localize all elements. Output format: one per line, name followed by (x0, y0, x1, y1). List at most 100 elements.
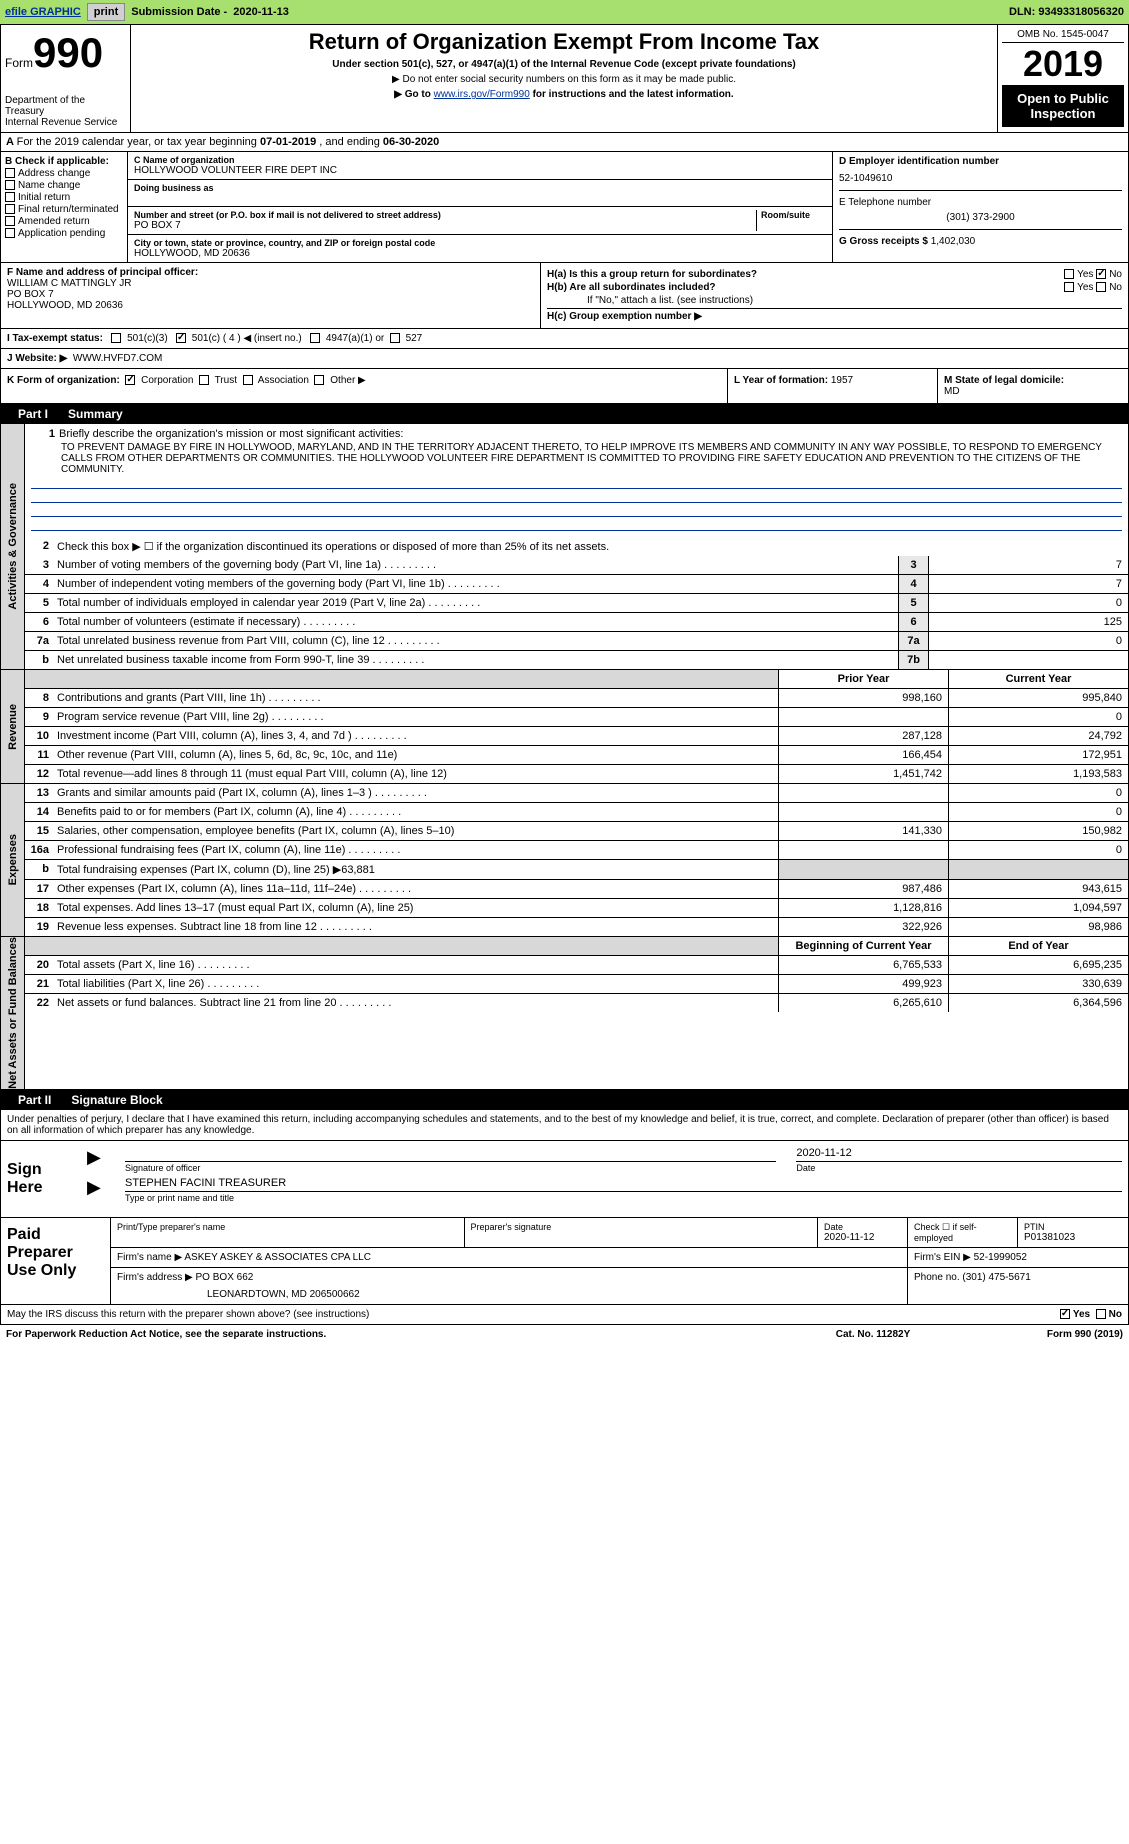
end-year-header: End of Year (948, 937, 1128, 955)
firm-name: ASKEY ASKEY & ASSOCIATES CPA LLC (184, 1252, 371, 1263)
ha-yes[interactable] (1064, 269, 1074, 279)
box-d-e-g: D Employer identification number 52-1049… (833, 152, 1128, 262)
phone-label: E Telephone number (839, 197, 1122, 208)
year-box: OMB No. 1545-0047 2019 Open to Public In… (998, 25, 1128, 132)
form-number: 990 (33, 29, 103, 76)
discuss-no[interactable] (1096, 1309, 1106, 1319)
type-name-label: Type or print name and title (125, 1191, 1122, 1203)
dept-treasury: Department of the Treasury (5, 95, 126, 117)
org-name: HOLLYWOOD VOLUNTEER FIRE DEPT INC (134, 165, 826, 176)
prior-current-header: Prior Year Current Year (25, 670, 1128, 689)
top-bar: efile GRAPHIC print Submission Date - 20… (0, 0, 1129, 24)
room-label: Room/suite (761, 210, 826, 220)
form-title: Return of Organization Exempt From Incom… (135, 29, 993, 55)
check-initial[interactable] (5, 192, 15, 202)
city-label: City or town, state or province, country… (134, 238, 826, 248)
sig-officer-label: Signature of officer (125, 1161, 776, 1173)
ha-no[interactable] (1096, 269, 1106, 279)
check-address[interactable] (5, 168, 15, 178)
blank-line (31, 517, 1122, 531)
paid-preparer-label: Paid Preparer Use Only (1, 1218, 111, 1304)
check-final[interactable] (5, 204, 15, 214)
officer-city: HOLLYWOOD, MD 20636 (7, 300, 534, 311)
header-sub1: Under section 501(c), 527, or 4947(a)(1)… (135, 59, 993, 70)
part2-tab: Part II (8, 1090, 61, 1110)
begin-year-header: Beginning of Current Year (778, 937, 948, 955)
line-1: 1Briefly describe the organization's mis… (25, 424, 1128, 442)
street: PO BOX 7 (134, 220, 756, 231)
box-h: H(a) Is this a group return for subordin… (541, 263, 1128, 328)
check-501c[interactable] (176, 333, 186, 343)
side-net-assets: Net Assets or Fund Balances (1, 937, 25, 1089)
irs-link[interactable]: www.irs.gov/Form990 (434, 89, 530, 100)
box-l: L Year of formation: 1957 (728, 369, 938, 403)
header-center: Return of Organization Exempt From Incom… (131, 25, 998, 132)
current-year-header: Current Year (948, 670, 1128, 688)
row-f-h: F Name and address of principal officer:… (0, 263, 1129, 329)
sig-date: 2020-11-12 (796, 1147, 1122, 1161)
sign-here-row: Sign Here ▶ Signature of officer 2020-11… (1, 1140, 1128, 1217)
check-amended[interactable] (5, 216, 15, 226)
side-revenue: Revenue (1, 670, 25, 783)
revenue-section: Revenue Prior Year Current Year 8Contrib… (0, 670, 1129, 784)
efile-link[interactable]: efile GRAPHIC (5, 6, 81, 18)
part1-tab: Part I (8, 404, 58, 424)
part2-header: Part II Signature Block (0, 1090, 1129, 1110)
dba-label: Doing business as (134, 183, 826, 193)
dln: DLN: 93493318056320 (1009, 6, 1124, 18)
discuss-yes[interactable] (1060, 1309, 1070, 1319)
paid-preparer-row: Paid Preparer Use Only Print/Type prepar… (1, 1217, 1128, 1304)
net-assets-section: Net Assets or Fund Balances Beginning of… (0, 937, 1129, 1090)
org-name-label: C Name of organization (134, 155, 826, 165)
prior-year-header: Prior Year (778, 670, 948, 688)
blank-line (31, 503, 1122, 517)
part1-title: Summary (58, 404, 133, 424)
check-name[interactable] (5, 180, 15, 190)
box-k: K Form of organization: Corporation Trus… (1, 369, 728, 403)
check-other[interactable] (314, 375, 324, 385)
check-4947[interactable] (310, 333, 320, 343)
gross-receipts: 1,402,030 (931, 236, 976, 247)
form-number-cell: Form990 Department of the Treasury Inter… (1, 25, 131, 132)
irs-label: Internal Revenue Service (5, 117, 126, 128)
row-i-tax-status: I Tax-exempt status: 501(c)(3) 501(c) ( … (0, 329, 1129, 349)
firm-ein: 52-1999052 (974, 1252, 1027, 1263)
side-governance: Activities & Governance (1, 424, 25, 669)
firm-addr: PO BOX 662 (196, 1272, 254, 1283)
tax-year: 2019 (1002, 43, 1124, 85)
blank-line (31, 475, 1122, 489)
box-b-label: B Check if applicable: (5, 156, 123, 167)
discuss-row: May the IRS discuss this return with the… (0, 1305, 1129, 1325)
header-sub2: ▶ Do not enter social security numbers o… (135, 74, 993, 85)
street-label: Number and street (or P.O. box if mail i… (134, 210, 756, 220)
expenses-section: Expenses 13Grants and similar amounts pa… (0, 784, 1129, 937)
date-label: Date (796, 1161, 1122, 1173)
check-501c3[interactable] (111, 333, 121, 343)
phone: (301) 373-2900 (839, 212, 1122, 223)
hb-yes[interactable] (1064, 282, 1074, 292)
officer-street: PO BOX 7 (7, 289, 534, 300)
part1-header: Part I Summary (0, 404, 1129, 424)
check-trust[interactable] (199, 375, 209, 385)
check-527[interactable] (390, 333, 400, 343)
print-button[interactable]: print (87, 3, 125, 21)
form-header: Form990 Department of the Treasury Inter… (0, 24, 1129, 133)
footer: For Paperwork Reduction Act Notice, see … (0, 1325, 1129, 1344)
open-to-public: Open to Public Inspection (1002, 85, 1124, 127)
paperwork-notice: For Paperwork Reduction Act Notice, see … (6, 1329, 773, 1340)
officer-printed-name: STEPHEN FACINI TREASURER (125, 1177, 1122, 1191)
row-j-website: J Website: ▶ WWW.HVFD7.COM (0, 349, 1129, 369)
form-footer: Form 990 (2019) (973, 1329, 1123, 1340)
hb-no[interactable] (1096, 282, 1106, 292)
row-k-l-m: K Form of organization: Corporation Trus… (0, 369, 1129, 404)
officer-name: WILLIAM C MATTINGLY JR (7, 278, 534, 289)
submission-date-label: Submission Date - (131, 6, 227, 18)
arrow-icon: ▶ (87, 1147, 105, 1173)
check-assoc[interactable] (243, 375, 253, 385)
gross-label: G Gross receipts $ (839, 236, 931, 247)
cat-number: Cat. No. 11282Y (773, 1329, 973, 1340)
check-application[interactable] (5, 228, 15, 238)
firm-phone: (301) 475-5671 (962, 1272, 1030, 1283)
website-url: WWW.HVFD7.COM (73, 353, 162, 364)
check-corp[interactable] (125, 375, 135, 385)
